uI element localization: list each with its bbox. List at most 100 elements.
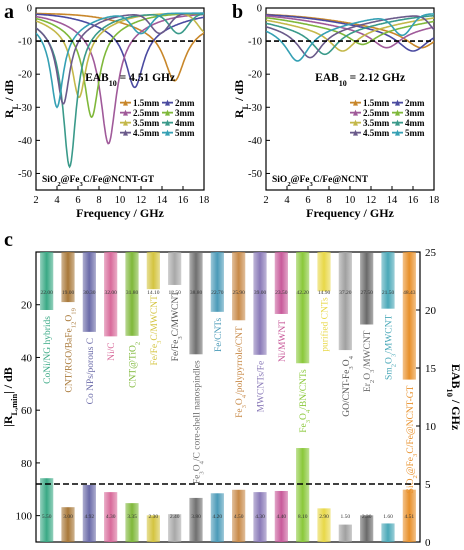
legend-marker-3mm — [395, 109, 400, 116]
y-tick-label: -10 — [248, 37, 262, 48]
panel-letter-b: b — [232, 1, 243, 23]
eab-value-label: 3.80 — [191, 514, 201, 520]
eab-bar — [338, 524, 352, 542]
series-line-2mm — [36, 13, 204, 89]
legend-label-1.5mm: 1.5mm — [133, 98, 160, 108]
eab-bar — [317, 508, 331, 542]
category-label: Fe3O4/C core-shell nanospindles — [193, 360, 206, 484]
rl-min-value-label: 39.00 — [254, 290, 267, 296]
plot-frame — [35, 251, 421, 543]
legend-marker-4.5mm — [123, 129, 128, 136]
category-label: purified CNTs — [320, 297, 331, 352]
eab-bar — [253, 492, 267, 542]
y-tick-label: -30 — [248, 103, 262, 114]
rl-min-value-label: 21.50 — [382, 290, 395, 296]
rl-min-bar — [125, 252, 139, 336]
eab-value-label: 4.51 — [405, 514, 415, 520]
legend-label-3.5mm: 3.5mm — [133, 118, 160, 128]
legend-marker-2mm — [165, 99, 170, 106]
legend-label-4.5mm: 4.5mm — [363, 128, 390, 138]
eab-value-label: 2.90 — [319, 514, 329, 520]
rl-min-value-label: 22.00 — [40, 290, 53, 296]
rl-min-value-label: 25.90 — [232, 290, 245, 296]
eab-bar — [82, 484, 96, 542]
x-tick-label: 10 — [345, 195, 356, 206]
x-tick-label: 4 — [284, 195, 290, 206]
eab-value-label: 4.40 — [277, 514, 287, 520]
legend-marker-4mm — [395, 119, 400, 126]
category-label: Ni/C — [107, 342, 117, 360]
eab-value-label: 5.50 — [42, 514, 52, 520]
panel-b-chart: 2 4 6 8 10 12 14 16 18 0 -10 -20 -30 -40 -50 Frequency … — [232, 4, 439, 221]
eab-bar — [125, 503, 139, 542]
legend-marker-4mm — [165, 119, 170, 126]
eab-value-label: 4.92 — [85, 514, 95, 520]
eab-bar — [232, 489, 246, 542]
category-label: Fe/Fe3C/MWCNT — [150, 295, 163, 366]
category-label: Sm2O3/MWCNT — [385, 314, 398, 379]
y-tick-label: 0 — [27, 4, 32, 15]
rl-min-bar — [40, 252, 54, 310]
legend-label-4mm: 4mm — [175, 118, 195, 128]
panel-a-chart: 2 4 6 8 10 12 14 16 18 0 -10 -20 -30 -40 -50 Frequency … — [2, 4, 209, 221]
x-tick-label: 12 — [366, 195, 377, 206]
x-tick-label: 12 — [136, 195, 147, 206]
rl-min-value-label: 14.90 — [318, 290, 331, 296]
y-tick-label: -20 — [18, 70, 32, 81]
x-tick-label: 14 — [387, 195, 398, 206]
category-label: Er2O3/MWCNT — [363, 330, 376, 392]
eab-value-label: 1.60 — [383, 514, 393, 520]
legend-marker-4.5mm — [353, 129, 358, 136]
right-y-tick-label: 20 — [425, 305, 437, 317]
legend-label-4.5mm: 4.5mm — [133, 128, 160, 138]
rl-min-value-label: 12.50 — [168, 290, 181, 296]
category-label: Ni/MWNT — [278, 320, 288, 362]
x-tick-label: 4 — [54, 195, 60, 206]
right-y-tick-label: 15 — [425, 363, 437, 375]
rl-min-bar — [338, 252, 352, 351]
x-tick-label: 14 — [157, 195, 168, 206]
legend-marker-5mm — [395, 129, 400, 136]
eab-value-label: 2.40 — [170, 514, 180, 520]
left-y-tick-label: 20 — [21, 300, 33, 312]
legend-marker-5mm — [165, 129, 170, 136]
series-line-3mm — [266, 16, 434, 46]
rl-min-bar — [104, 252, 118, 337]
rl-min-value-label: 19.00 — [62, 290, 75, 296]
x-tick-label: 16 — [408, 195, 419, 206]
category-label: Co NPs/porous C — [86, 338, 96, 405]
panel-c-chart: 20 40 60 80 100 0 5 10 15 20 25 |RL,min| / dB EAB10 … — [1, 247, 463, 549]
eab-value-label: 1.50 — [341, 514, 351, 520]
rl-min-value-label: 48.43 — [403, 290, 416, 296]
rl-min-bar — [189, 252, 203, 355]
category-label: SiO2@Fe3C/Fe@NCNT-GT — [406, 385, 419, 493]
x-tick-label: 8 — [96, 195, 101, 206]
series-line-4mm — [266, 14, 434, 56]
x-tick-label: 10 — [115, 195, 126, 206]
rl-min-bar — [274, 252, 288, 314]
y-tick-label: -10 — [18, 37, 32, 48]
legend-label-1.5mm: 1.5mm — [363, 98, 390, 108]
x-tick-label: 2 — [263, 195, 268, 206]
panel-letter-a: a — [4, 1, 14, 23]
eab-bar — [40, 478, 54, 542]
series-line-4mm — [36, 13, 204, 169]
eab-bar — [402, 489, 416, 542]
panel-letter-c: c — [4, 229, 13, 251]
legend-marker-1.5mm — [123, 99, 128, 106]
rl-min-bar — [146, 252, 160, 290]
rl-min-value-label: 42.20 — [296, 290, 309, 296]
x-axis-label: Frequency / GHz — [76, 206, 164, 220]
eab-annotation: EAB10 = 4.51 GHz — [85, 72, 175, 88]
eab-bar — [189, 497, 203, 542]
legend-marker-2.5mm — [353, 109, 358, 116]
rl-min-bar — [61, 252, 75, 303]
eab-value-label: 3.35 — [127, 514, 137, 520]
right-y-tick-label: 10 — [425, 421, 437, 433]
eab-value-label: 4.50 — [234, 514, 244, 520]
category-label: Fe/Fe3C/MWCNT — [171, 291, 184, 362]
y-axis-label: RL / dB — [232, 80, 250, 118]
sample-label: SiO2@Fe3C/Fe@NCNT — [272, 175, 369, 188]
rl-min-bar — [168, 252, 182, 285]
